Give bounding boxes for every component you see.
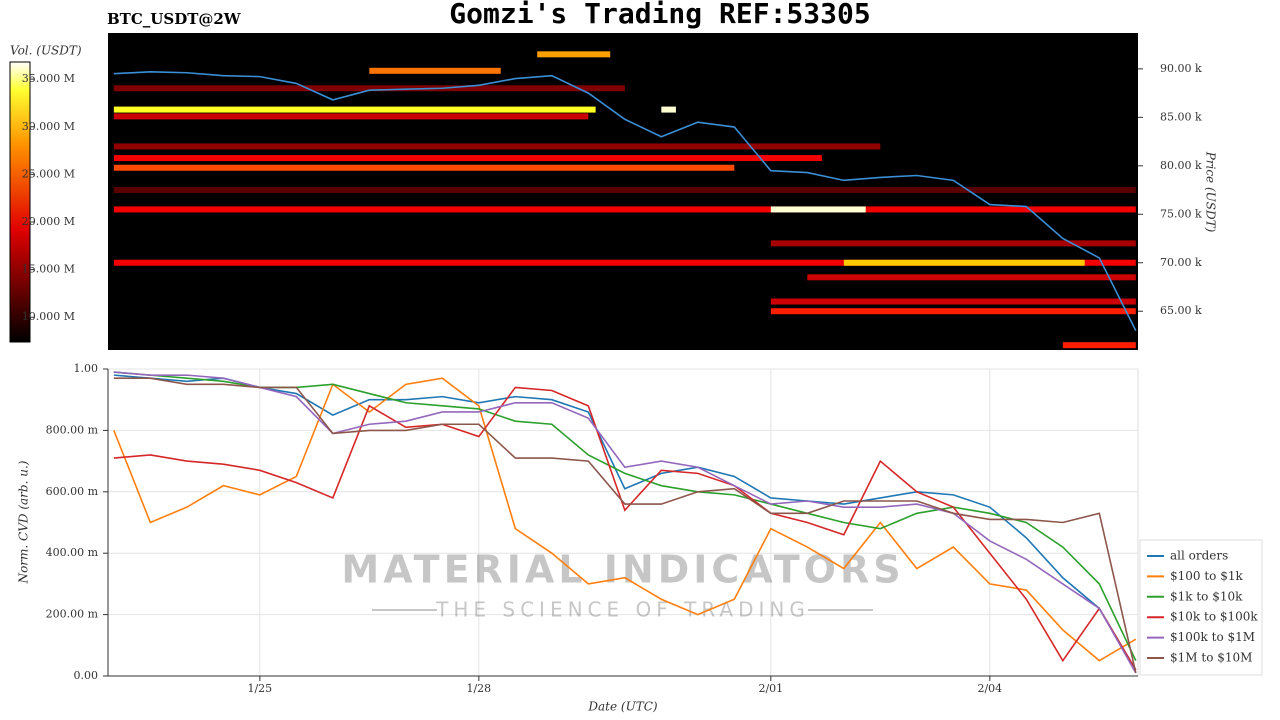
colorbar-tick-label: 30.000 M xyxy=(22,120,75,133)
y-tick-label: 70.00 k xyxy=(1160,256,1202,269)
colorbar xyxy=(9,61,31,343)
x-tick-label: 1/28 xyxy=(466,682,491,695)
watermark-subtitle: THE SCIENCE OF TRADING xyxy=(435,598,810,622)
watermark-title: MATERIAL INDICATORS xyxy=(341,548,904,592)
y-tick-label: 600.00 m xyxy=(46,485,99,498)
series-line xyxy=(113,377,1137,662)
liquidity-level xyxy=(770,308,1136,315)
legend-label: $100 to $1k xyxy=(1170,569,1243,583)
legend-label: $100k to $1M xyxy=(1170,630,1255,644)
liquidity-level xyxy=(113,85,625,92)
liquidity-level xyxy=(113,106,596,113)
series-line xyxy=(113,377,1137,674)
liquidity-level xyxy=(113,164,735,171)
colorbar-tick-label: 25.000 M xyxy=(22,167,75,180)
price-line xyxy=(113,70,1137,331)
y-axis-label: Price (USDT) xyxy=(1204,151,1218,233)
y-tick-label: 75.00 k xyxy=(1160,207,1202,220)
legend xyxy=(1139,539,1263,676)
y-tick-label: 200.00 m xyxy=(46,608,99,621)
y-tick-label: 800.00 m xyxy=(46,423,99,436)
liquidity-level xyxy=(113,259,1136,266)
symbol-label: BTC_USDT@2W xyxy=(107,10,242,28)
liquidity-level xyxy=(807,274,1136,281)
y-tick-label: 85.00 k xyxy=(1160,110,1202,123)
legend-label: $10k to $100k xyxy=(1170,610,1258,624)
legend-label: $1k to $10k xyxy=(1170,589,1243,603)
x-tick-label: 2/04 xyxy=(977,682,1002,695)
series-line xyxy=(113,374,1137,671)
y-tick-label: 90.00 k xyxy=(1160,62,1202,75)
liquidity-level xyxy=(843,259,1085,266)
y-axis-label: Norm. CVD (arb. u.) xyxy=(17,460,31,584)
liquidity-level xyxy=(113,113,589,120)
liquidity-level xyxy=(770,298,1136,305)
legend-label: $1M to $10M xyxy=(1170,651,1252,665)
colorbar-tick-label: 15.000 M xyxy=(22,263,75,276)
x-tick-label: 2/01 xyxy=(758,682,783,695)
colorbar-label: Vol. (USDT) xyxy=(10,44,82,58)
liquidity-level xyxy=(113,187,1136,194)
liquidity-level xyxy=(537,51,611,58)
liquidity-level xyxy=(113,155,822,162)
liquidity-level xyxy=(661,106,676,113)
colorbar-tick-label: 10.000 M xyxy=(22,310,75,323)
y-tick-label: 1.00 xyxy=(74,362,99,375)
colorbar-tick-label: 35.000 M xyxy=(22,72,75,85)
liquidity-level xyxy=(1062,342,1136,349)
series-line xyxy=(113,371,1137,674)
liquidity-level xyxy=(770,240,1136,247)
liquidity-level xyxy=(369,67,501,74)
y-tick-label: 80.00 k xyxy=(1160,159,1202,172)
y-tick-label: 65.00 k xyxy=(1160,304,1202,317)
y-tick-label: 400.00 m xyxy=(46,546,99,559)
liquidity-level xyxy=(113,206,1136,213)
legend-label: all orders xyxy=(1170,549,1228,563)
y-tick-label: 0.00 xyxy=(74,669,99,682)
chart-title: Gomzi's Trading REF:53305 xyxy=(449,0,870,30)
liquidity-level xyxy=(770,206,866,213)
liquidity-level xyxy=(113,143,881,150)
colorbar-tick-label: 20.000 M xyxy=(22,215,75,228)
x-axis-label: Date (UTC) xyxy=(587,700,657,714)
cvd-panel xyxy=(107,368,1139,677)
x-tick-label: 1/25 xyxy=(247,682,272,695)
